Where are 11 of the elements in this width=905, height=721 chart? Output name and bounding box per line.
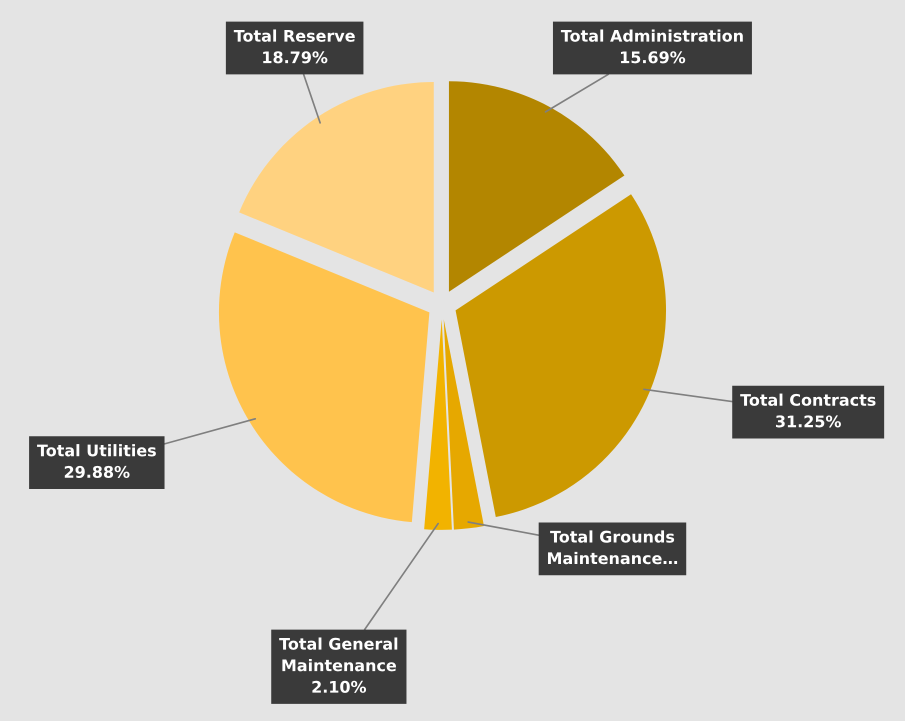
slice-label: Total Utilities xyxy=(37,444,156,456)
data-label: 29.88% xyxy=(64,466,130,478)
data-label: 2.10% xyxy=(312,680,366,693)
slice-label: Total Grounds Maintenance… xyxy=(548,530,678,564)
slice-label: Total General Maintenance xyxy=(279,637,398,672)
slice-label: Total Reserve xyxy=(234,29,355,42)
data-label: 15.69% xyxy=(620,51,686,64)
slice-label: Total Contracts xyxy=(740,394,876,406)
data-label: 31.25% xyxy=(776,415,841,428)
data-label: 18.79% xyxy=(263,51,328,64)
slice-label: Total Administration xyxy=(560,29,743,42)
